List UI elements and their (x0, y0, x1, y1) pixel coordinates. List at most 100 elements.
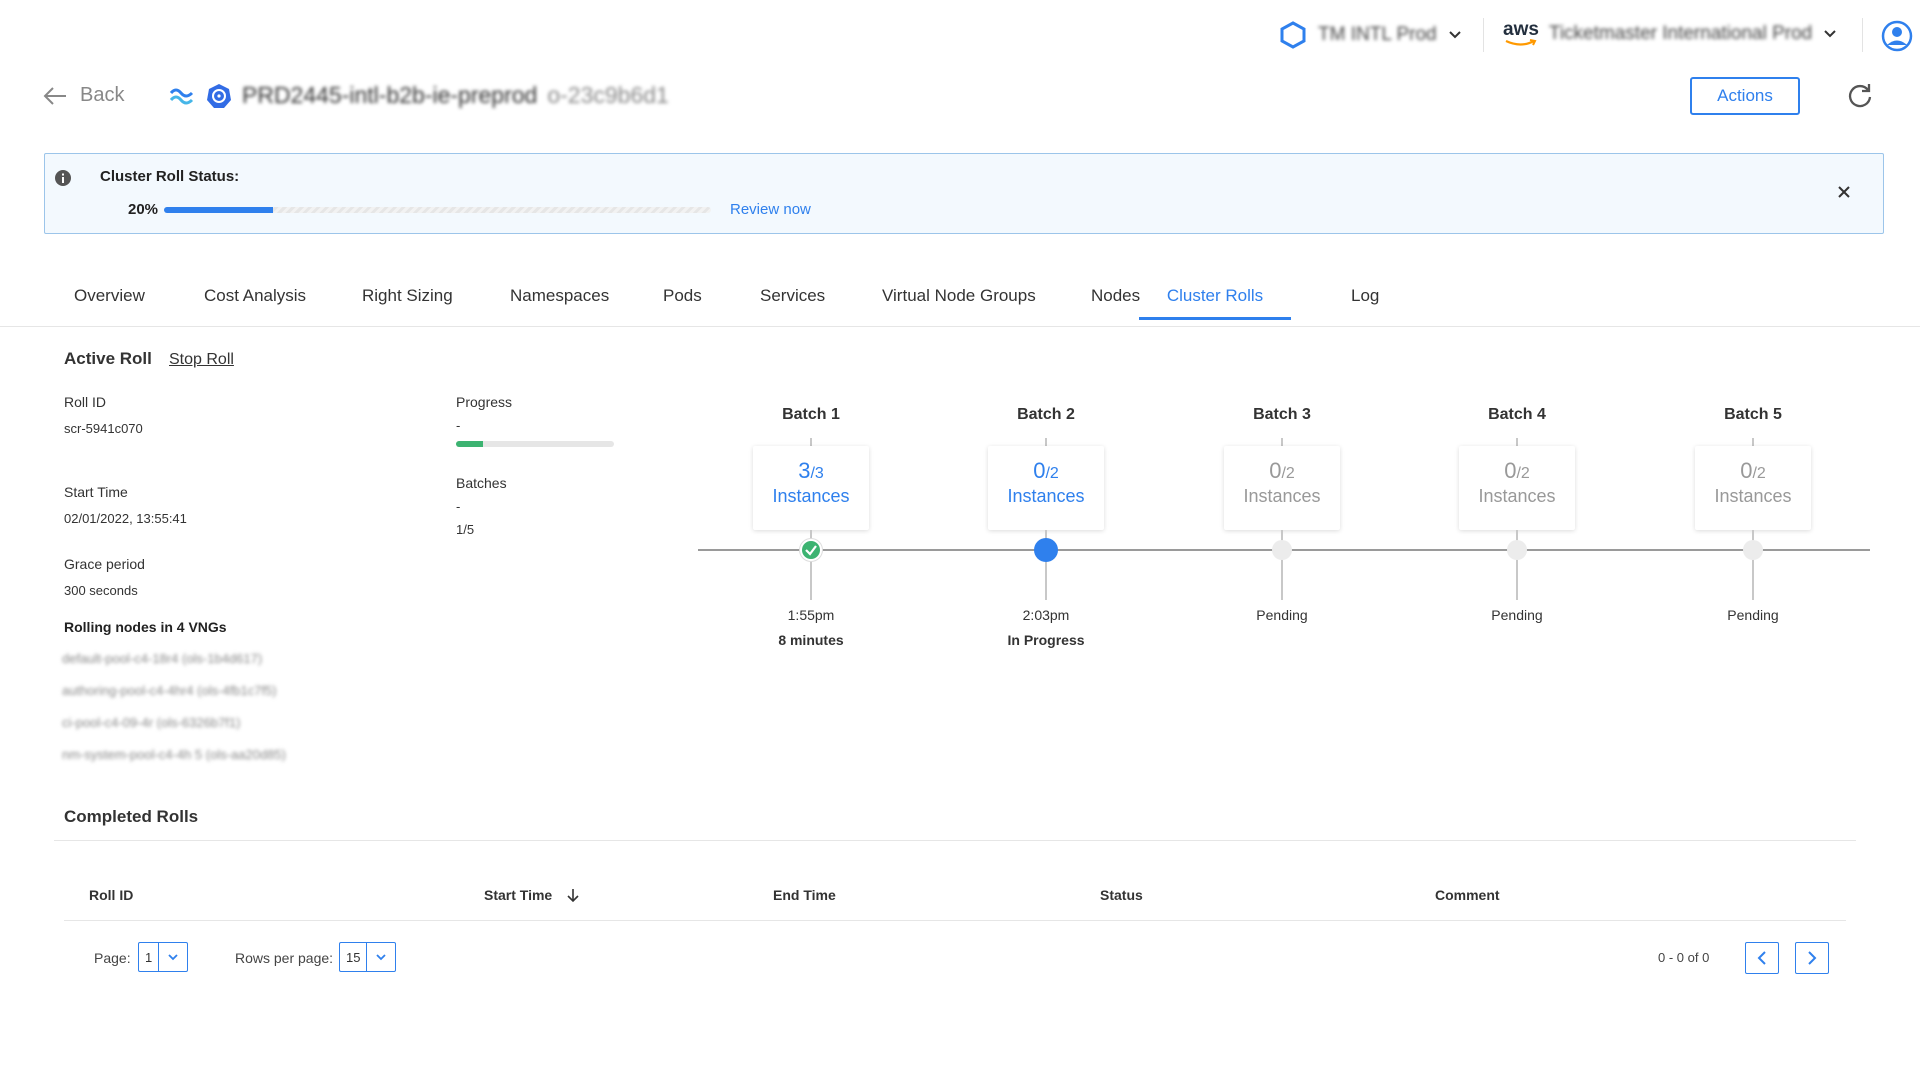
batch-count: 0/2 (988, 458, 1104, 484)
chevron-down-icon (1448, 31, 1461, 39)
chevron-left-icon (1757, 951, 1766, 965)
batch-tick (1281, 438, 1283, 446)
batch-card[interactable]: 0/2 Instances (988, 446, 1104, 530)
batch-instances-label: Instances (1714, 486, 1792, 506)
batch-card[interactable]: 3/3 Instances (753, 446, 869, 530)
page-label: Page: (94, 950, 131, 966)
cluster-name: PRD2445-intl-b2b-ie-preprod (242, 82, 538, 108)
batch-stem (810, 530, 812, 600)
batch-total-count: /3 (810, 465, 824, 482)
batch-time: 1:55pm (787, 607, 835, 623)
tab-right-sizing[interactable]: Right Sizing (362, 286, 453, 305)
tab-cluster-rolls[interactable]: Cluster Rolls (1139, 286, 1291, 320)
batch-done-count: 0 (1269, 458, 1282, 483)
batch-count: 0/2 (1459, 458, 1575, 484)
chevron-right-icon (1808, 951, 1817, 965)
batch-total-count: /2 (1045, 465, 1059, 482)
banner-progress-fill (164, 207, 274, 213)
batch-card[interactable]: 0/2 Instances (1224, 446, 1340, 530)
table-header-divider (64, 920, 1846, 921)
cluster-roll-status-banner (44, 153, 1884, 234)
batch-tick (810, 438, 812, 446)
batch-done-count: 3 (798, 458, 811, 483)
close-banner-button[interactable] (1836, 184, 1852, 205)
tab-cost-analysis[interactable]: Cost Analysis (204, 286, 307, 305)
batch-stem (1752, 530, 1754, 600)
account-selector[interactable]: TM INTL Prod (1278, 20, 1463, 50)
batch-count: 0/2 (1224, 458, 1340, 484)
batch-status: 8 minutes (778, 632, 844, 648)
tab-namespaces[interactable]: Namespaces (510, 286, 610, 305)
user-avatar[interactable] (1881, 20, 1913, 57)
tab-nodes[interactable]: Nodes (1091, 286, 1141, 305)
column-header-start-time[interactable]: Start Time (484, 887, 580, 903)
start-time-value: 02/01/2022, 13:55:41 (64, 511, 187, 526)
arrow-left-icon (43, 86, 66, 105)
tab-log[interactable]: Log (1351, 286, 1380, 305)
progress-label: Progress (456, 394, 513, 410)
grace-period-label: Grace period (64, 556, 145, 572)
progress-dash: - (456, 418, 461, 433)
batch-done-count: 0 (1504, 458, 1517, 483)
page-title: PRD2445-intl-b2b-ie-preprod o-23c9b6d1 (168, 82, 669, 109)
info-icon (54, 169, 72, 192)
tab-virtual-node-groups[interactable]: Virtual Node Groups (882, 286, 1036, 305)
user-icon (1881, 20, 1913, 52)
actions-button[interactable]: Actions (1690, 77, 1800, 115)
column-header-roll-id[interactable]: Roll ID (89, 887, 134, 903)
column-header-end-time[interactable]: End Time (773, 887, 836, 903)
batch-tick (1752, 438, 1754, 446)
start-time-label: Start Time (64, 484, 128, 500)
pending-dot (1272, 540, 1292, 560)
back-button[interactable]: Back (42, 84, 124, 107)
review-now-link[interactable]: Review now (730, 201, 811, 218)
aws-logo-icon: aws (1503, 20, 1539, 47)
batch-instances-label: Instances (1243, 486, 1321, 506)
batch-total-count: /2 (1281, 465, 1295, 482)
tab-overview[interactable]: Overview (74, 286, 145, 305)
banner-title: Cluster Roll Status: (100, 168, 240, 185)
batch-tick (1045, 438, 1047, 446)
batch-title: Batch 4 (1488, 406, 1546, 423)
batch-instances-label: Instances (772, 486, 850, 506)
batch-title: Batch 5 (1724, 406, 1782, 423)
refresh-icon (1848, 84, 1872, 108)
pending-dot (1507, 540, 1527, 560)
batch-count: 0/2 (1695, 458, 1811, 484)
rows-per-page-select[interactable]: 15 (339, 942, 397, 972)
column-header-comment[interactable]: Comment (1435, 887, 1500, 903)
batch-status: In Progress (1007, 632, 1085, 648)
batch-time: 2:03pm (1022, 607, 1070, 623)
chevron-down-icon (367, 943, 395, 971)
cluster-id: o-23c9b6d1 (547, 82, 669, 108)
aws-account-selector[interactable]: aws Ticketmaster International Prod (1503, 20, 1838, 47)
page-select[interactable]: 1 (138, 942, 189, 972)
refresh-button[interactable] (1846, 81, 1874, 114)
aws-account-label: Ticketmaster International Prod (1548, 22, 1813, 44)
spot-logo-icon (169, 88, 194, 104)
batches-dash: - (456, 499, 461, 514)
batch-title: Batch 1 (782, 406, 840, 423)
tabs-divider (0, 326, 1920, 327)
tab-pods[interactable]: Pods (663, 286, 702, 305)
divider (1483, 18, 1484, 52)
column-header-status[interactable]: Status (1100, 887, 1143, 903)
column-header-label: Start Time (484, 887, 553, 903)
batch-card[interactable]: 0/2 Instances (1695, 446, 1811, 530)
stop-roll-link[interactable]: Stop Roll (169, 351, 234, 368)
check-icon (800, 539, 822, 561)
batch-tick (1516, 438, 1518, 446)
batch-time: Pending (1491, 607, 1543, 623)
batch-title: Batch 2 (1017, 406, 1075, 423)
next-page-button[interactable] (1795, 942, 1829, 974)
roll-progress-bar (456, 441, 614, 447)
tab-services[interactable]: Services (760, 286, 826, 305)
previous-page-button[interactable] (1745, 942, 1779, 974)
vng-item: default-pool-c4-18r4 (ols-1b4d617) (62, 651, 263, 666)
pagination-range: 0 - 0 of 0 (1658, 950, 1710, 965)
batch-card[interactable]: 0/2 Instances (1459, 446, 1575, 530)
active-roll-heading: Active Roll (64, 349, 152, 368)
sort-arrow-down-icon (567, 889, 579, 903)
roll-progress-fill (456, 441, 483, 447)
batch-time: Pending (1256, 607, 1308, 623)
